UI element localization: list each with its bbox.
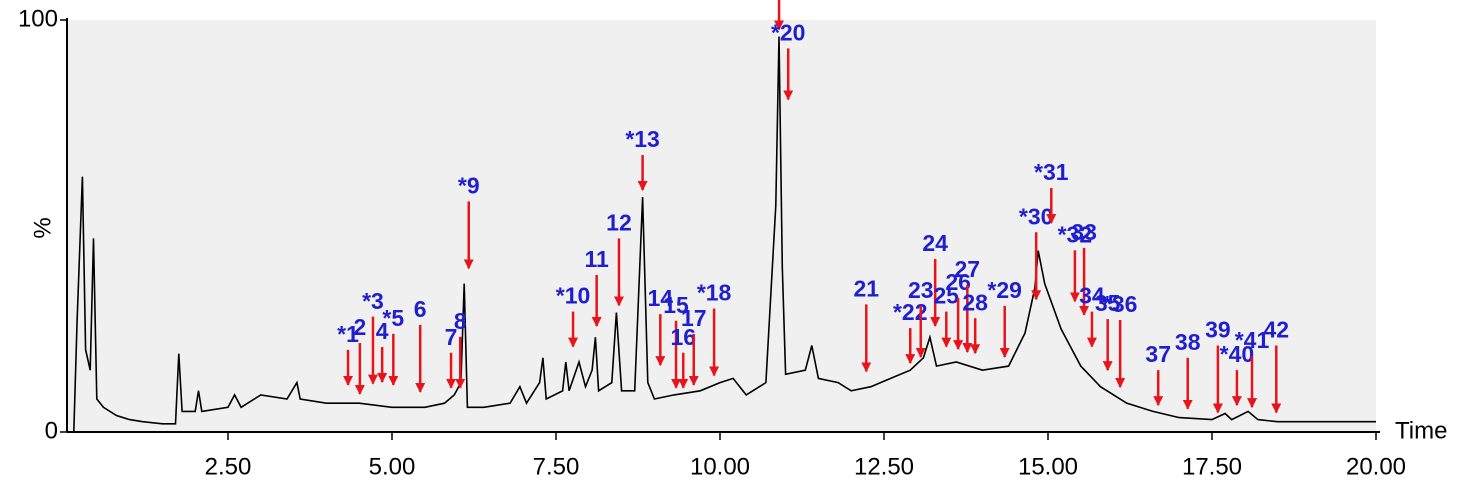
annotation-label: 15: [663, 292, 689, 318]
x-tick-label: 20.00: [1346, 453, 1406, 480]
annotation-label: 34: [1079, 283, 1105, 309]
annotation-label: 17: [681, 305, 707, 331]
x-tick-label: 17.50: [1182, 453, 1242, 480]
trace-line: [67, 36, 1376, 433]
annotation-label: 12: [606, 209, 632, 235]
annotation-label: 24: [922, 230, 948, 256]
y-tick-label: 100: [18, 5, 58, 32]
annotation-label: *18: [697, 280, 732, 306]
annotation-label: 16: [670, 324, 696, 350]
annotation-label: *41: [1235, 327, 1270, 353]
x-tick-label: 10.00: [690, 453, 750, 480]
annotation-label: 28: [962, 289, 988, 315]
y-axis-label: %: [29, 217, 56, 238]
annotation-label: 4: [376, 318, 389, 344]
annotation-label: *32: [1058, 221, 1093, 247]
x-axis-label: Time: [1395, 417, 1447, 444]
annotation-label: 39: [1205, 317, 1231, 343]
annotation-label: *3: [362, 288, 384, 314]
annotation-label: 21: [853, 275, 879, 301]
annotation-label: *29: [987, 277, 1022, 303]
annotation-label: *9: [458, 172, 480, 198]
annotation-label: 42: [1263, 317, 1289, 343]
x-tick-label: 7.50: [533, 453, 580, 480]
x-tick-label: 5.00: [369, 453, 416, 480]
annotation-label: *13: [625, 126, 660, 152]
annotation-label: 25: [934, 283, 960, 309]
x-tick-label: 2.50: [205, 453, 252, 480]
annotation-label: *36: [1103, 291, 1138, 317]
annotation-label: 37: [1145, 341, 1171, 367]
annotation-label: *40: [1220, 341, 1255, 367]
annotation-label: *1: [337, 321, 359, 347]
annotation-label: 38: [1175, 329, 1201, 355]
annotation-label: 35: [1095, 290, 1121, 316]
annotation-label: 23: [908, 277, 934, 303]
annotation-label: 8: [454, 308, 467, 334]
annotation-label: 2: [353, 314, 366, 340]
annotation-label: 14: [648, 285, 674, 311]
annotation-label: *5: [382, 305, 404, 331]
annotation-label: 6: [414, 296, 427, 322]
x-tick-label: 15.00: [1018, 453, 1078, 480]
annotation-label: 27: [955, 256, 981, 282]
x-tick-label: 12.50: [854, 453, 914, 480]
annotation-label: 11: [585, 246, 610, 272]
plot-background: [67, 20, 1376, 432]
annotation-label: 7: [445, 324, 458, 350]
annotation-label: *10: [556, 283, 591, 309]
annotation-label: *20: [771, 19, 806, 45]
annotation-label: *31: [1034, 159, 1069, 185]
annotation-label: 33: [1071, 219, 1097, 245]
y-tick-label: 0: [45, 417, 58, 444]
annotation-label: *22: [893, 299, 928, 325]
annotation-label: *30: [1019, 203, 1054, 229]
